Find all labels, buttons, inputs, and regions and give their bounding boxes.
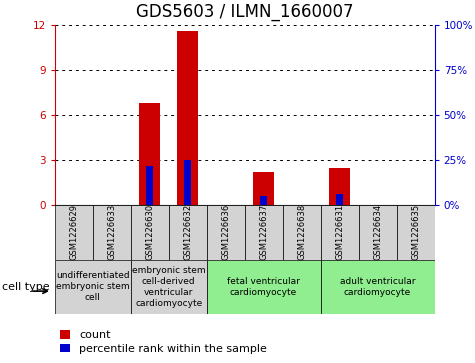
Text: GSM1226638: GSM1226638 xyxy=(297,204,306,260)
Bar xyxy=(169,205,207,260)
Text: GSM1226632: GSM1226632 xyxy=(183,204,192,260)
Text: GSM1226637: GSM1226637 xyxy=(259,204,268,260)
Bar xyxy=(245,205,283,260)
Bar xyxy=(55,260,131,314)
Text: GSM1226635: GSM1226635 xyxy=(411,204,420,260)
Text: GSM1226629: GSM1226629 xyxy=(69,204,78,260)
Bar xyxy=(253,172,274,205)
Bar xyxy=(93,205,131,260)
Bar xyxy=(359,205,397,260)
Bar xyxy=(260,196,267,205)
Bar xyxy=(321,260,435,314)
Bar xyxy=(207,260,321,314)
Text: adult ventricular
cardiomyocyte: adult ventricular cardiomyocyte xyxy=(340,277,415,297)
Bar xyxy=(131,205,169,260)
Text: GSM1226631: GSM1226631 xyxy=(335,204,344,260)
Bar xyxy=(184,160,191,205)
Bar xyxy=(146,166,153,205)
Bar xyxy=(207,205,245,260)
Bar xyxy=(397,205,435,260)
Text: undifferentiated
embryonic stem
cell: undifferentiated embryonic stem cell xyxy=(56,271,129,302)
Text: GSM1226636: GSM1226636 xyxy=(221,204,230,260)
Title: GDS5603 / ILMN_1660007: GDS5603 / ILMN_1660007 xyxy=(136,3,353,21)
Text: fetal ventricular
cardiomyocyte: fetal ventricular cardiomyocyte xyxy=(227,277,300,297)
Text: embryonic stem
cell-derived
ventricular
cardiomyocyte: embryonic stem cell-derived ventricular … xyxy=(132,266,205,308)
Bar xyxy=(329,168,350,205)
Bar xyxy=(177,32,198,205)
Text: GSM1226633: GSM1226633 xyxy=(107,204,116,260)
Bar xyxy=(283,205,321,260)
Bar xyxy=(131,260,207,314)
Text: GSM1226630: GSM1226630 xyxy=(145,204,154,260)
Bar xyxy=(139,103,160,205)
Legend: count, percentile rank within the sample: count, percentile rank within the sample xyxy=(60,330,267,354)
Bar xyxy=(55,205,93,260)
Text: cell type: cell type xyxy=(2,282,50,292)
Bar xyxy=(321,205,359,260)
Text: GSM1226634: GSM1226634 xyxy=(373,204,382,260)
Bar xyxy=(336,194,343,205)
